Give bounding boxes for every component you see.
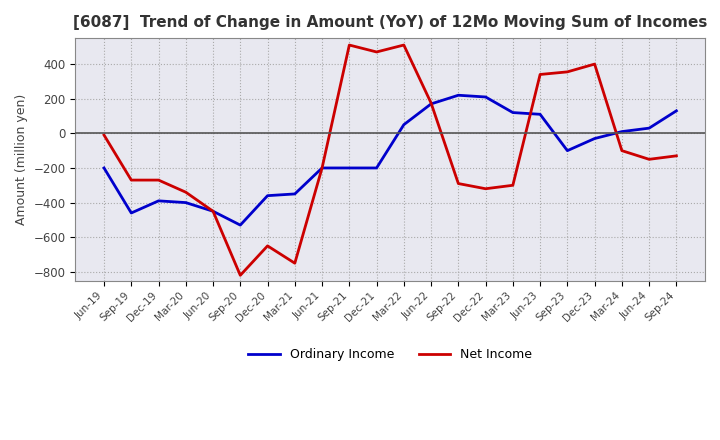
Legend: Ordinary Income, Net Income: Ordinary Income, Net Income [243,343,537,367]
Ordinary Income [563,148,572,153]
Ordinary Income [590,136,599,141]
Ordinary Income [345,165,354,171]
Net Income [345,42,354,48]
Net Income [508,183,517,188]
Net Income [236,273,245,278]
Y-axis label: Amount (million yen): Amount (million yen) [15,94,28,225]
Ordinary Income [400,122,408,127]
Net Income [645,157,654,162]
Ordinary Income [154,198,163,204]
Title: [6087]  Trend of Change in Amount (YoY) of 12Mo Moving Sum of Incomes: [6087] Trend of Change in Amount (YoY) o… [73,15,707,30]
Ordinary Income [454,92,463,98]
Ordinary Income [481,94,490,99]
Ordinary Income [290,191,299,197]
Net Income [427,100,436,106]
Ordinary Income [181,200,190,205]
Ordinary Income [536,112,544,117]
Net Income [154,177,163,183]
Net Income [264,243,272,249]
Net Income [618,148,626,153]
Line: Net Income: Net Income [104,45,676,275]
Ordinary Income [99,165,108,171]
Net Income [536,72,544,77]
Net Income [400,42,408,48]
Net Income [372,49,381,55]
Net Income [454,181,463,186]
Ordinary Income [236,223,245,228]
Net Income [127,177,135,183]
Ordinary Income [672,108,680,114]
Net Income [590,62,599,67]
Line: Ordinary Income: Ordinary Income [104,95,676,225]
Ordinary Income [209,209,217,214]
Ordinary Income [427,101,436,106]
Net Income [290,260,299,266]
Ordinary Income [618,129,626,134]
Net Income [181,190,190,195]
Ordinary Income [508,110,517,115]
Ordinary Income [318,165,326,171]
Net Income [99,132,108,138]
Net Income [672,153,680,158]
Net Income [318,165,326,171]
Net Income [563,69,572,74]
Ordinary Income [264,193,272,198]
Ordinary Income [372,165,381,171]
Net Income [209,209,217,214]
Net Income [481,186,490,191]
Ordinary Income [645,125,654,131]
Ordinary Income [127,210,135,216]
